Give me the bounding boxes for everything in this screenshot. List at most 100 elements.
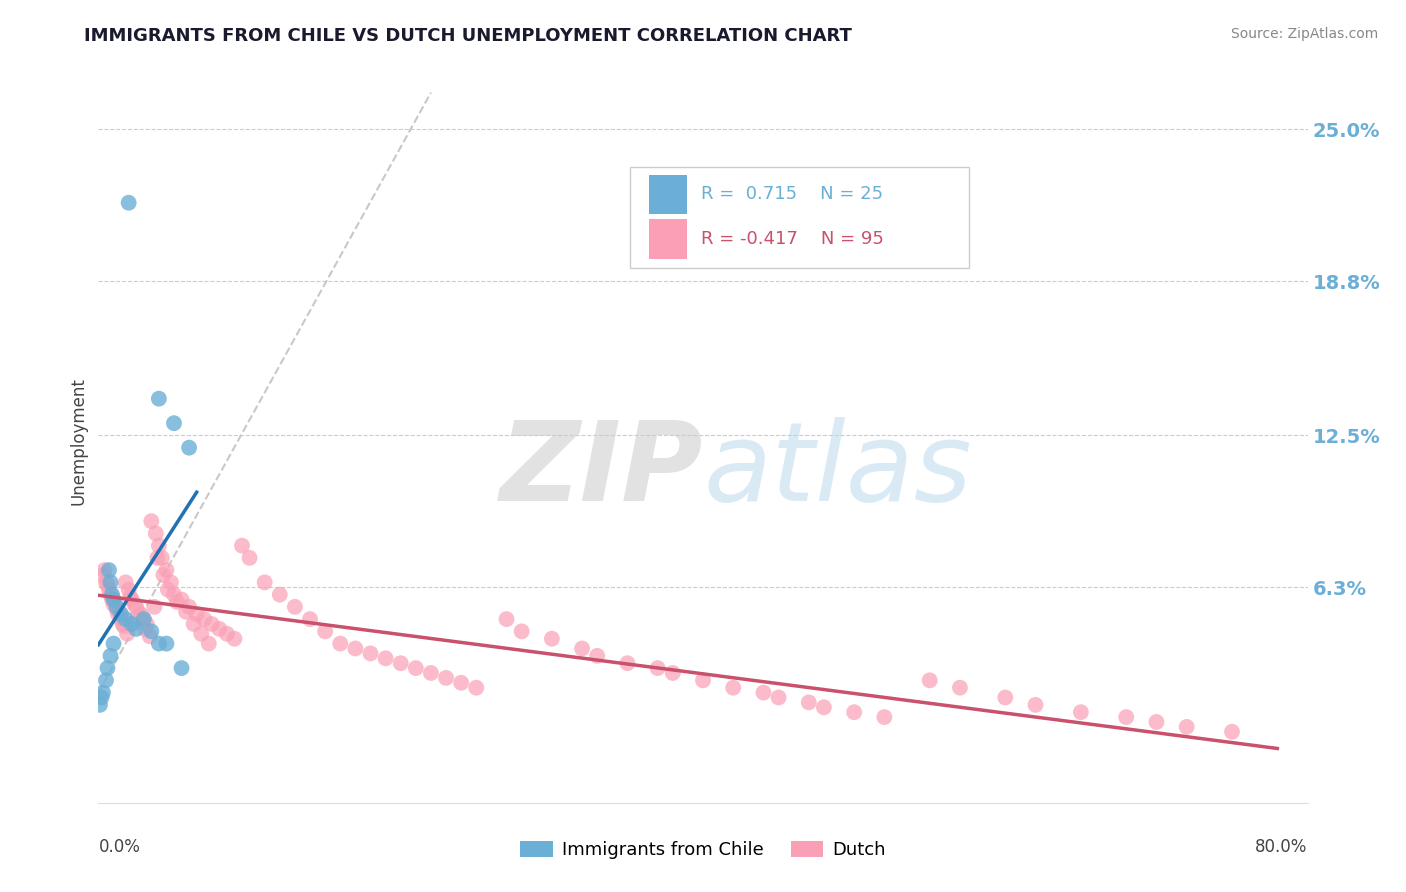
Point [344,641,367,656]
Point [93,563,115,577]
Text: IMMIGRANTS FROM CHILE VS DUTCH UNEMPLOYMENT CORRELATION CHART: IMMIGRANTS FROM CHILE VS DUTCH UNEMPLOYM… [84,27,852,45]
Point [586,648,609,663]
Point [231,539,253,553]
Text: R =  0.715    N = 25: R = 0.715 N = 25 [700,186,883,203]
Point [129,607,152,622]
Y-axis label: Unemployment: Unemployment [69,377,87,506]
Point [94,575,117,590]
Point [1175,720,1198,734]
Point [239,550,262,565]
Point [91,685,114,699]
Point [156,582,179,597]
Point [661,665,683,680]
Legend: Immigrants from Chile, Dutch: Immigrants from Chile, Dutch [513,833,893,866]
Point [647,661,669,675]
Point [1115,710,1137,724]
Point [389,656,412,670]
Point [114,575,136,590]
Point [434,671,457,685]
Point [152,568,174,582]
Point [186,607,208,622]
Point [107,607,129,622]
Point [405,661,427,675]
Point [253,575,276,590]
Point [98,582,121,597]
Point [94,673,117,688]
Point [163,416,186,430]
Point [510,624,533,639]
Point [179,441,201,455]
Point [114,612,136,626]
Point [101,588,124,602]
Point [96,578,118,592]
Point [201,617,224,632]
Point [692,673,714,688]
Point [125,599,148,614]
Point [166,595,188,609]
Point [155,637,177,651]
Point [183,617,205,632]
Point [193,612,215,626]
Point [145,526,167,541]
Point [120,590,142,604]
Point [100,588,122,602]
Point [124,598,146,612]
Point [101,592,124,607]
Point [118,582,141,597]
Point [100,648,122,663]
Point [224,632,246,646]
Point [299,612,322,626]
Point [1070,705,1092,719]
Point [752,685,775,699]
Point [465,681,488,695]
Point [91,568,114,582]
Text: R = -0.417    N = 95: R = -0.417 N = 95 [700,230,883,248]
Point [105,599,128,614]
Point [134,622,156,636]
Point [141,624,163,639]
Point [450,675,472,690]
FancyBboxPatch shape [648,219,688,259]
Point [873,710,896,724]
Point [96,661,118,675]
Text: 0.0%: 0.0% [98,838,141,856]
Point [141,514,163,528]
Point [571,641,593,656]
Point [208,622,231,636]
Point [108,605,131,619]
Point [112,619,135,633]
Point [1024,698,1046,712]
Point [90,690,112,705]
Point [100,575,122,590]
Point [127,609,149,624]
Point [284,599,307,614]
Point [139,629,162,643]
Point [121,617,143,632]
Point [540,632,562,646]
Point [329,637,352,651]
Point [797,695,820,709]
Text: atlas: atlas [703,417,972,524]
Point [160,575,183,590]
Point [1220,724,1243,739]
Point [170,592,193,607]
Point [190,627,212,641]
Point [148,637,170,651]
Point [110,607,132,622]
Point [146,550,169,565]
Point [125,622,148,636]
Point [174,605,197,619]
Point [215,627,238,641]
Point [420,665,443,680]
Point [768,690,790,705]
Point [949,681,972,695]
Point [103,598,125,612]
Point [104,595,127,609]
Point [135,617,157,632]
Point [89,698,111,712]
Point [121,592,143,607]
Point [918,673,941,688]
Point [143,599,166,614]
Point [994,690,1017,705]
Point [103,592,125,607]
